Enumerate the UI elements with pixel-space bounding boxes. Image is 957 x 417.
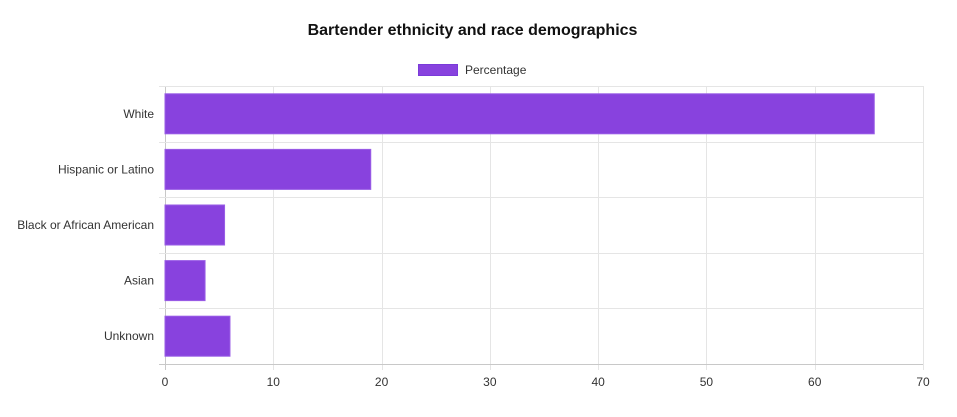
y-tick-label: Asian — [124, 274, 154, 288]
bar-unknown[interactable] — [164, 315, 231, 357]
legend[interactable]: Percentage — [418, 62, 526, 78]
chart-title: Bartender ethnicity and race demographic… — [307, 22, 638, 39]
x-axis-labels: 0 10 20 30 40 50 60 70 — [162, 375, 930, 389]
y-tick-label: Black or African American — [17, 218, 154, 232]
x-tick-label: 50 — [700, 375, 714, 389]
bar-white[interactable] — [164, 93, 875, 135]
bar-asian[interactable] — [164, 260, 206, 302]
y-axis-labels: White Hispanic or Latino Black or African … — [17, 107, 154, 343]
x-tick-label: 60 — [808, 375, 822, 389]
x-tick-label: 30 — [483, 375, 497, 389]
x-tick-label: 0 — [162, 375, 169, 389]
y-tick-label: Hispanic or Latino — [58, 162, 154, 176]
legend-label: Percentage — [465, 63, 527, 77]
x-tick-label: 20 — [375, 375, 389, 389]
bar-black-or-african-american[interactable] — [164, 204, 226, 246]
y-tick-label: White — [123, 107, 154, 121]
x-tick-label: 40 — [591, 375, 605, 389]
x-tick-label: 10 — [267, 375, 281, 389]
x-tick-label: 70 — [916, 375, 930, 389]
bars — [164, 93, 875, 357]
y-tick-label: Unknown — [104, 329, 154, 343]
legend-swatch — [418, 64, 458, 76]
bar-hispanic-or-latino[interactable] — [164, 148, 372, 190]
